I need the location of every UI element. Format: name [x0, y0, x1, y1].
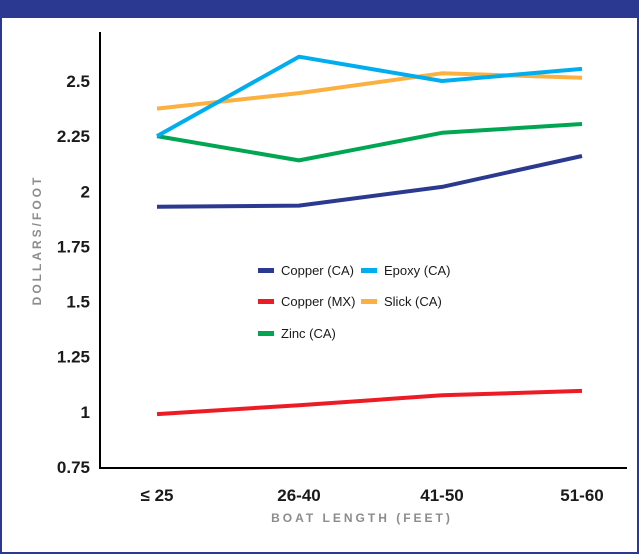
series-line-copper-mx: [156, 388, 583, 417]
y-tick-label: 2: [81, 182, 90, 201]
legend-swatch-copper-mx: [258, 299, 274, 304]
y-tick-label: 1: [81, 403, 90, 422]
x-tick-label: 26-40: [277, 486, 320, 505]
y-axis-label: DOLLARS/FOOT: [30, 175, 44, 306]
x-tick-label: 41-50: [420, 486, 463, 505]
axes: [99, 32, 627, 469]
legend-label-copper-mx: Copper (MX): [281, 294, 355, 309]
series-line-zinc-ca: [156, 122, 583, 163]
y-tick-label: 1.75: [57, 237, 90, 256]
legend-swatch-slick-ca: [361, 299, 377, 304]
legend-label-copper-ca: Copper (CA): [281, 263, 354, 278]
series-line-epoxy-ca: [156, 54, 583, 138]
x-ticks: ≤ 25 26-40 41-50 51-60: [141, 486, 604, 505]
legend-label-epoxy-ca: Epoxy (CA): [384, 263, 450, 278]
y-ticks: 0.75 1 1.25 1.5 1.75 2 2.25 2.5: [57, 72, 90, 477]
series-line-slick-ca: [156, 71, 583, 111]
series-lines: [156, 54, 583, 417]
y-tick-label: 2.25: [57, 127, 90, 146]
x-axis-label: BOAT LENGTH (FEET): [271, 511, 453, 525]
y-tick-label: 2.5: [66, 72, 90, 91]
legend-swatch-zinc-ca: [258, 331, 274, 336]
x-tick-label: ≤ 25: [141, 486, 174, 505]
legend-label-slick-ca: Slick (CA): [384, 294, 442, 309]
series-line-copper-ca: [156, 154, 583, 209]
legend-swatch-copper-ca: [258, 268, 274, 273]
y-tick-label: 0.75: [57, 458, 90, 477]
legend-label-zinc-ca: Zinc (CA): [281, 326, 336, 341]
legend: Copper (CA) Epoxy (CA) Copper (MX) Slick (C…: [258, 263, 450, 341]
y-tick-label: 1.5: [66, 293, 90, 312]
x-tick-label: 51-60: [560, 486, 603, 505]
legend-swatch-epoxy-ca: [361, 268, 377, 273]
y-tick-label: 1.25: [57, 348, 90, 367]
